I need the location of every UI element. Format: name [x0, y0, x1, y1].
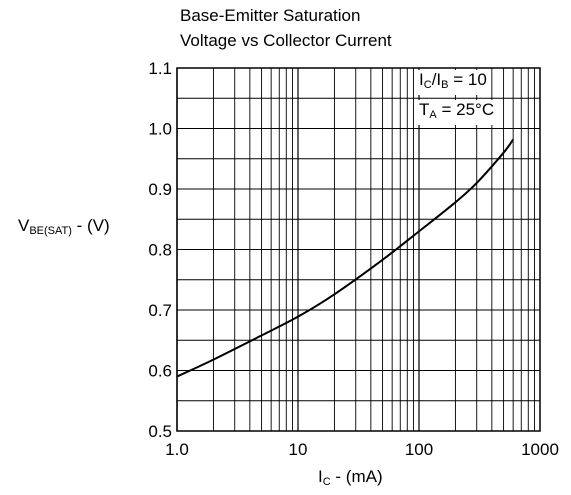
annotation-temperature: TA = 25°C [418, 100, 496, 125]
x-tick-label: 100 [405, 440, 433, 459]
x-tick-label: 1.0 [165, 440, 189, 459]
annotation-current-ratio: IC/IB = 10 [418, 70, 488, 95]
tick-labels: 1.0 10 100 1000 0.5 0.6 0.7 0.8 0.9 1.0 1.1 [148, 59, 559, 459]
y-tick-label: 1.0 [148, 120, 172, 139]
x-tick-label: 10 [289, 440, 308, 459]
x-axis-label: IC - (mA) [318, 467, 383, 488]
chart-title-line2: Voltage vs Collector Current [180, 31, 392, 50]
x-tick-label: 1000 [521, 440, 559, 459]
y-tick-label: 0.7 [148, 301, 172, 320]
y-tick-label: 0.9 [148, 180, 172, 199]
y-axis-label: VBE(SAT) - (V) [18, 216, 110, 237]
y-tick-label: 0.5 [148, 422, 172, 441]
chart-title-line1: Base-Emitter Saturation [180, 6, 361, 25]
grid-lines [176, 67, 540, 432]
series-line [176, 138, 514, 378]
y-tick-label: 1.1 [148, 59, 172, 78]
y-tick-label: 0.8 [148, 241, 172, 260]
y-tick-label: 0.6 [148, 362, 172, 381]
plot-frame [176, 67, 541, 432]
